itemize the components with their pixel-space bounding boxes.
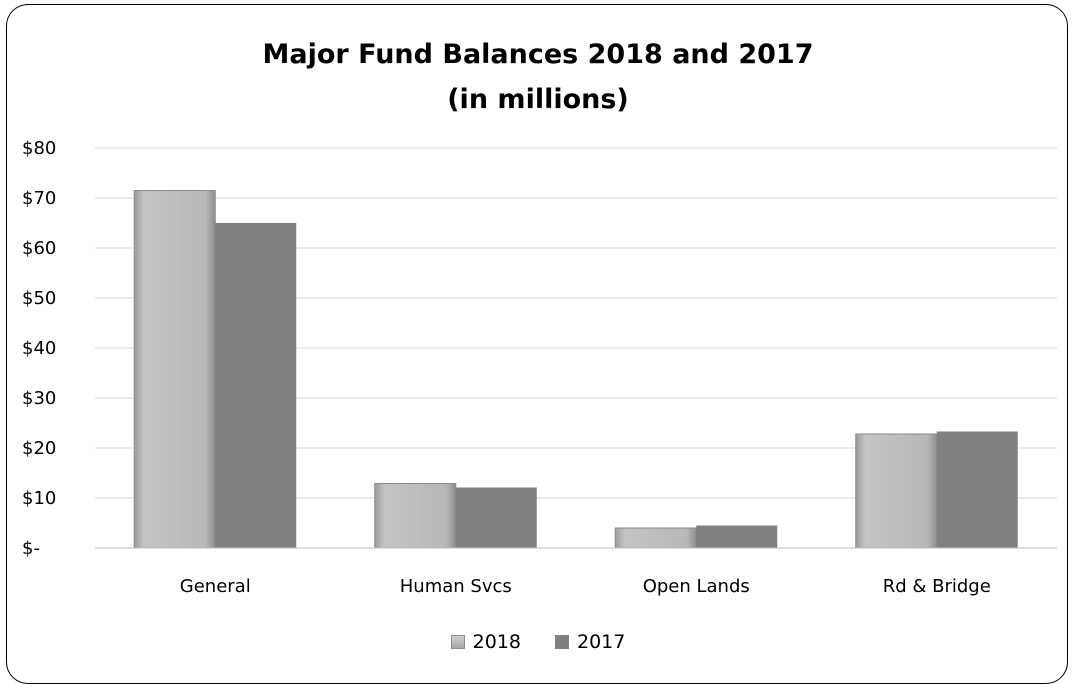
chart-subtitle: (in millions) xyxy=(447,84,629,115)
bar-2017-human-svcs xyxy=(455,487,537,548)
x-tick-label: Human Svcs xyxy=(400,576,512,597)
legend-item-2018: 2018 xyxy=(450,631,521,653)
y-tick-label: $40 xyxy=(22,338,56,359)
bar-2017-open-lands xyxy=(696,525,778,548)
x-tick-label: Rd & Bridge xyxy=(883,576,991,597)
bar-2017-rd-bridge xyxy=(936,431,1018,548)
legend-item-2017: 2017 xyxy=(555,631,625,653)
legend-swatch-2018 xyxy=(450,635,465,649)
y-tick-label: $- xyxy=(22,538,40,559)
x-tick-label: General xyxy=(180,576,251,597)
y-tick-label: $10 xyxy=(22,488,56,509)
bar-2018-open-lands xyxy=(614,527,697,549)
legend-label-2017: 2017 xyxy=(577,631,626,653)
chart-legend: 2018 2017 xyxy=(0,631,1076,653)
y-tick-label: $20 xyxy=(22,438,56,459)
legend-swatch-2017 xyxy=(555,635,569,649)
y-tick-label: $50 xyxy=(22,288,56,309)
legend-label-2018: 2018 xyxy=(472,631,521,653)
bar-2018-rd-bridge xyxy=(855,433,938,549)
bar-2018-human-svcs xyxy=(374,483,457,549)
x-tick-label: Open Lands xyxy=(643,576,750,597)
y-tick-label: $80 xyxy=(22,138,56,159)
bar-2018-general xyxy=(133,190,216,549)
y-tick-label: $70 xyxy=(22,188,56,209)
chart-title: Major Fund Balances 2018 and 2017 xyxy=(262,39,814,70)
y-tick-label: $30 xyxy=(22,388,56,409)
y-tick-label: $60 xyxy=(22,238,56,259)
bar-2017-general xyxy=(215,223,297,548)
